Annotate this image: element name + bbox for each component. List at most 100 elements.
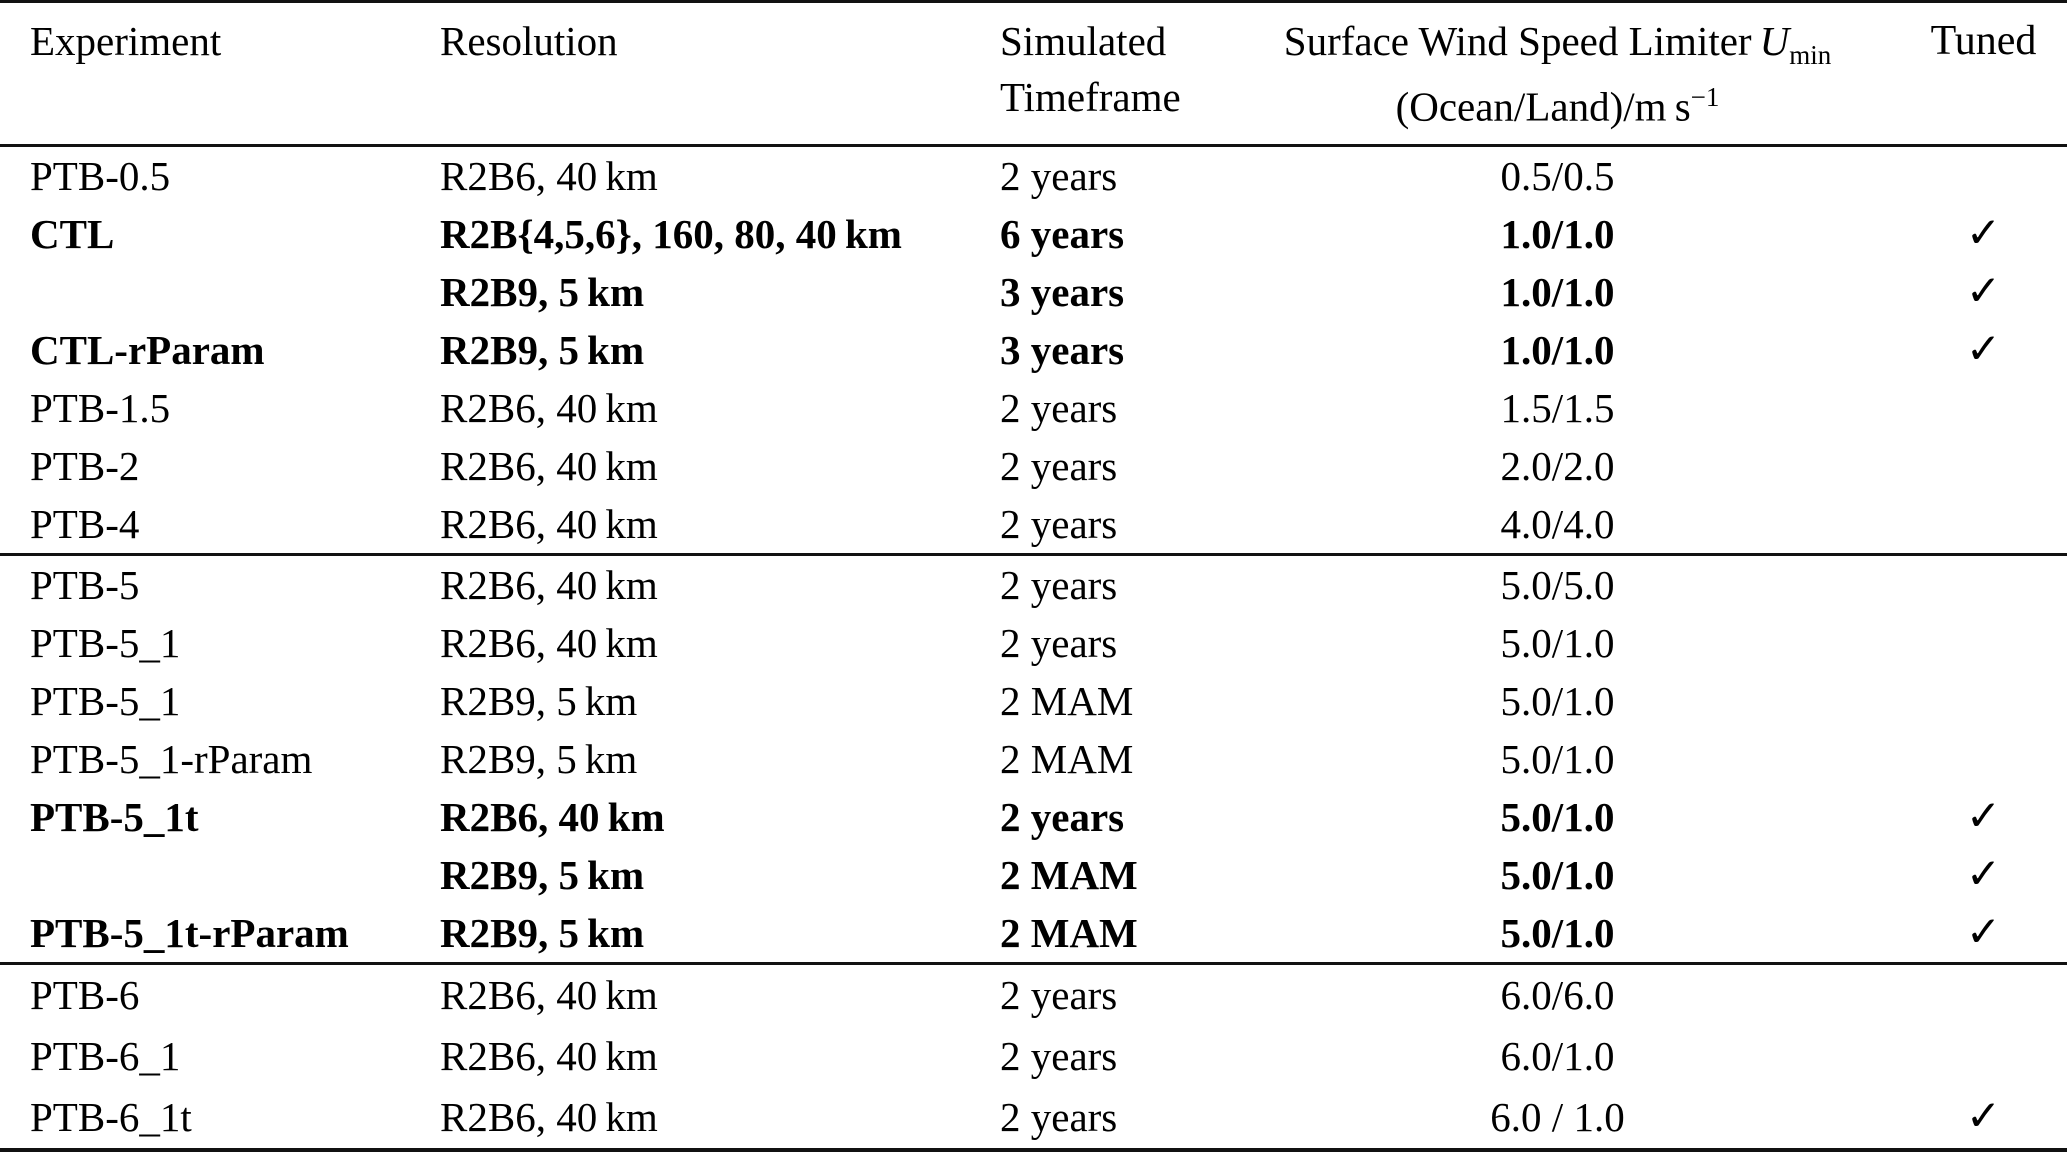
table-rule-header-separator bbox=[0, 144, 2067, 147]
timeframe-cell: 6 years bbox=[1000, 211, 1125, 257]
table-row: PTB-1.5 R2B6, 40 km 2 years 1.5/1.5 bbox=[0, 379, 2067, 437]
tuned-checkmark-cell bbox=[1860, 672, 2067, 730]
column-header-resolution: Resolution bbox=[440, 13, 1000, 144]
experiment-cell: PTB-6_1 bbox=[30, 1033, 181, 1079]
tuned-checkmark-cell: ✓ bbox=[1965, 269, 2002, 315]
table-row: PTB-4 R2B6, 40 km 2 years 4.0/4.0 bbox=[0, 495, 2067, 553]
limiter-cell: 1.0/1.0 bbox=[1500, 269, 1615, 315]
resolution-cell: R2B6, 40 km bbox=[440, 620, 658, 666]
experiment-cell: PTB-5 bbox=[30, 562, 140, 608]
resolution-cell: R2B9, 5 km bbox=[440, 736, 638, 782]
tuned-checkmark-cell: ✓ bbox=[1965, 794, 2002, 840]
limiter-cell: 1.0/1.0 bbox=[1500, 327, 1615, 373]
timeframe-cell: 2 years bbox=[1000, 794, 1125, 840]
limiter-cell: 5.0/5.0 bbox=[1500, 562, 1615, 608]
tuned-checkmark-cell bbox=[1860, 1026, 2067, 1087]
resolution-cell: R2B6, 40 km bbox=[440, 794, 665, 840]
tuned-checkmark-cell: ✓ bbox=[1965, 910, 2002, 956]
limiter-cell: 6.0 / 1.0 bbox=[1490, 1094, 1625, 1140]
header-experiment-label: Experiment bbox=[30, 18, 222, 64]
limiter-min-subscript: min bbox=[1789, 40, 1832, 71]
header-resolution-label: Resolution bbox=[440, 18, 618, 64]
resolution-cell: R2B6, 40 km bbox=[440, 153, 658, 199]
timeframe-cell: 2 years bbox=[1000, 443, 1118, 489]
timeframe-cell: 2 MAM bbox=[1000, 736, 1134, 782]
experiment-cell: CTL bbox=[30, 211, 115, 257]
resolution-cell: R2B6, 40 km bbox=[440, 1033, 658, 1079]
timeframe-cell: 2 MAM bbox=[1000, 678, 1134, 724]
table-rule-top bbox=[0, 0, 2067, 3]
resolution-cell: R2B9, 5 km bbox=[440, 327, 645, 373]
limiter-cell: 0.5/0.5 bbox=[1500, 153, 1615, 199]
tuned-checkmark-cell bbox=[1860, 379, 2067, 437]
limiter-cell: 6.0/1.0 bbox=[1500, 1033, 1615, 1079]
tuned-checkmark-cell: ✓ bbox=[1965, 852, 2002, 898]
limiter-cell: 5.0/1.0 bbox=[1500, 736, 1615, 782]
timeframe-cell: 2 years bbox=[1000, 501, 1118, 547]
experiment-cell: PTB-5_1 bbox=[30, 620, 181, 666]
resolution-cell: R2B6, 40 km bbox=[440, 972, 658, 1018]
table-row: PTB-2 R2B6, 40 km 2 years 2.0/2.0 bbox=[0, 437, 2067, 495]
timeframe-cell: 3 years bbox=[1000, 327, 1125, 373]
tuned-checkmark-cell bbox=[1860, 495, 2067, 553]
tuned-checkmark-cell: ✓ bbox=[1965, 211, 2002, 257]
experiment-cell: PTB-5_1-rParam bbox=[30, 736, 313, 782]
table-row: R2B9, 5 km 3 years 1.0/1.0 ✓ bbox=[0, 263, 2067, 321]
resolution-cell: R2B6, 40 km bbox=[440, 562, 658, 608]
table-row: PTB-5_1 R2B9, 5 km 2 MAM 5.0/1.0 bbox=[0, 672, 2067, 730]
timeframe-cell: 2 years bbox=[1000, 385, 1118, 431]
resolution-cell: R2B6, 40 km bbox=[440, 443, 658, 489]
table-row: PTB-0.5 R2B6, 40 km 2 years 0.5/0.5 bbox=[0, 147, 2067, 205]
limiter-units-text: (Ocean/Land)/m s bbox=[1395, 83, 1691, 130]
experiment-cell: PTB-6_1t bbox=[30, 1094, 192, 1140]
column-header-simulated-timeframe: Simulated Timeframe bbox=[1000, 13, 1255, 144]
limiter-cell: 6.0/6.0 bbox=[1500, 972, 1615, 1018]
experiment-cell: PTB-0.5 bbox=[30, 153, 171, 199]
table-section-ptb5: PTB-5 R2B6, 40 km 2 years 5.0/5.0 PTB-5_… bbox=[0, 556, 2067, 962]
experiment-cell: PTB-5_1t-rParam bbox=[30, 910, 349, 956]
column-header-experiment: Experiment bbox=[0, 13, 440, 144]
experiment-cell: PTB-1.5 bbox=[30, 385, 171, 431]
table-header-row: Experiment Resolution Simulated Timefram… bbox=[0, 3, 2067, 144]
table-row: PTB-5 R2B6, 40 km 2 years 5.0/5.0 bbox=[0, 556, 2067, 614]
header-simulated-label: Simulated bbox=[1000, 18, 1167, 64]
experiment-cell: PTB-2 bbox=[30, 443, 140, 489]
experiment-cell: PTB-4 bbox=[30, 501, 140, 547]
tuned-checkmark-cell bbox=[1860, 147, 2067, 205]
limiter-u-symbol: U bbox=[1759, 18, 1790, 64]
header-tuned-label: Tuned bbox=[1930, 18, 2037, 64]
timeframe-cell: 2 years bbox=[1000, 1033, 1118, 1079]
table-row: PTB-6 R2B6, 40 km 2 years 6.0/6.0 bbox=[0, 965, 2067, 1026]
tuned-checkmark-cell bbox=[1860, 614, 2067, 672]
experiment-cell bbox=[0, 263, 440, 321]
limiter-cell: 5.0/1.0 bbox=[1500, 620, 1615, 666]
header-timeframe-label: Timeframe bbox=[1000, 74, 1181, 120]
tuned-checkmark-cell bbox=[1860, 730, 2067, 788]
limiter-cell: 1.5/1.5 bbox=[1500, 385, 1615, 431]
column-header-tuned: Tuned bbox=[1860, 13, 2067, 144]
table-row: PTB-5_1t-rParam R2B9, 5 km 2 MAM 5.0/1.0… bbox=[0, 904, 2067, 962]
limiter-cell: 5.0/1.0 bbox=[1500, 794, 1615, 840]
timeframe-cell: 2 MAM bbox=[1000, 910, 1138, 956]
limiter-cell: 4.0/4.0 bbox=[1500, 501, 1615, 547]
experiment-cell: PTB-5_1t bbox=[30, 794, 199, 840]
experiment-cell: PTB-5_1 bbox=[30, 678, 181, 724]
resolution-cell: R2B6, 40 km bbox=[440, 385, 658, 431]
experiment-cell bbox=[0, 846, 440, 904]
tuned-checkmark-cell: ✓ bbox=[1965, 327, 2002, 373]
limiter-units-exponent: −1 bbox=[1690, 82, 1720, 112]
table-row: PTB-5_1-rParam R2B9, 5 km 2 MAM 5.0/1.0 bbox=[0, 730, 2067, 788]
header-limiter-text: Surface Wind Speed Limiter bbox=[1283, 18, 1752, 64]
table-row: PTB-6_1t R2B6, 40 km 2 years 6.0 / 1.0 ✓ bbox=[0, 1087, 2067, 1148]
resolution-cell: R2B6, 40 km bbox=[440, 1094, 658, 1140]
timeframe-cell: 2 years bbox=[1000, 562, 1118, 608]
table-rule-section-separator bbox=[0, 962, 2067, 965]
table-rule-bottom bbox=[0, 1148, 2067, 1152]
tuned-checkmark-cell: ✓ bbox=[1965, 1094, 2002, 1140]
table-row: PTB-6_1 R2B6, 40 km 2 years 6.0/1.0 bbox=[0, 1026, 2067, 1087]
table-rule-section-separator bbox=[0, 553, 2067, 556]
table-row: CTL R2B{4,5,6}, 160, 80, 40 km 6 years 1… bbox=[0, 205, 2067, 263]
experiment-cell: PTB-6 bbox=[30, 972, 140, 1018]
timeframe-cell: 2 years bbox=[1000, 972, 1118, 1018]
